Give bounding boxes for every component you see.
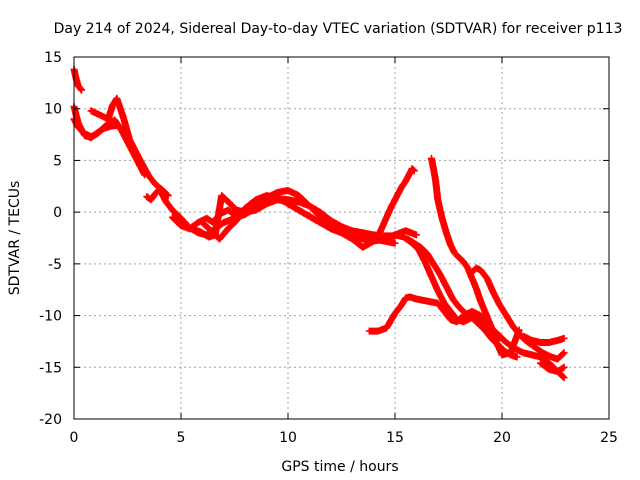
- x-tick-label: 5: [177, 430, 186, 446]
- point-markers: [70, 65, 85, 94]
- plot-frame: [73, 56, 610, 420]
- series-arc8: [198, 192, 378, 251]
- series-arc13: [427, 154, 502, 344]
- y-tick-label: -15: [39, 360, 62, 376]
- y-tick-label: -10: [39, 309, 62, 325]
- point-markers: [519, 332, 568, 346]
- y-tick-label: 5: [53, 153, 62, 169]
- axis-ticks: 0 5 10 15 20 25 15 10 5 0 -5 -10 -15 -20: [39, 50, 618, 446]
- y-tick-label: 10: [44, 102, 62, 118]
- x-tick-label: 25: [600, 430, 618, 446]
- x-tick-label: 10: [279, 430, 297, 446]
- chart-title: Day 214 of 2024, Sidereal Day-to-day VTE…: [54, 21, 623, 37]
- y-axis-label: SDTVAR / TECUs: [7, 181, 23, 296]
- point-markers: [427, 154, 502, 344]
- grid: [74, 57, 609, 419]
- series-arc1: [70, 65, 85, 94]
- x-axis-label: GPS time / hours: [281, 459, 398, 475]
- x-tick-label: 15: [386, 430, 404, 446]
- point-markers: [374, 165, 418, 241]
- series-arc12: [404, 235, 521, 361]
- point-markers: [87, 94, 172, 200]
- data-points: [70, 65, 568, 382]
- series-arc4: [87, 94, 172, 200]
- point-markers: [404, 235, 521, 361]
- y-tick-label: -5: [48, 257, 62, 273]
- series-arc15: [519, 332, 568, 346]
- y-tick-label: 0: [53, 205, 62, 221]
- series-arc10: [374, 165, 418, 241]
- x-tick-label: 0: [70, 430, 79, 446]
- y-tick-label: 15: [44, 50, 62, 66]
- x-tick-label: 20: [493, 430, 511, 446]
- point-markers: [537, 359, 568, 375]
- y-tick-label: -20: [39, 412, 62, 428]
- series-arc16: [537, 359, 568, 375]
- point-markers: [198, 192, 378, 251]
